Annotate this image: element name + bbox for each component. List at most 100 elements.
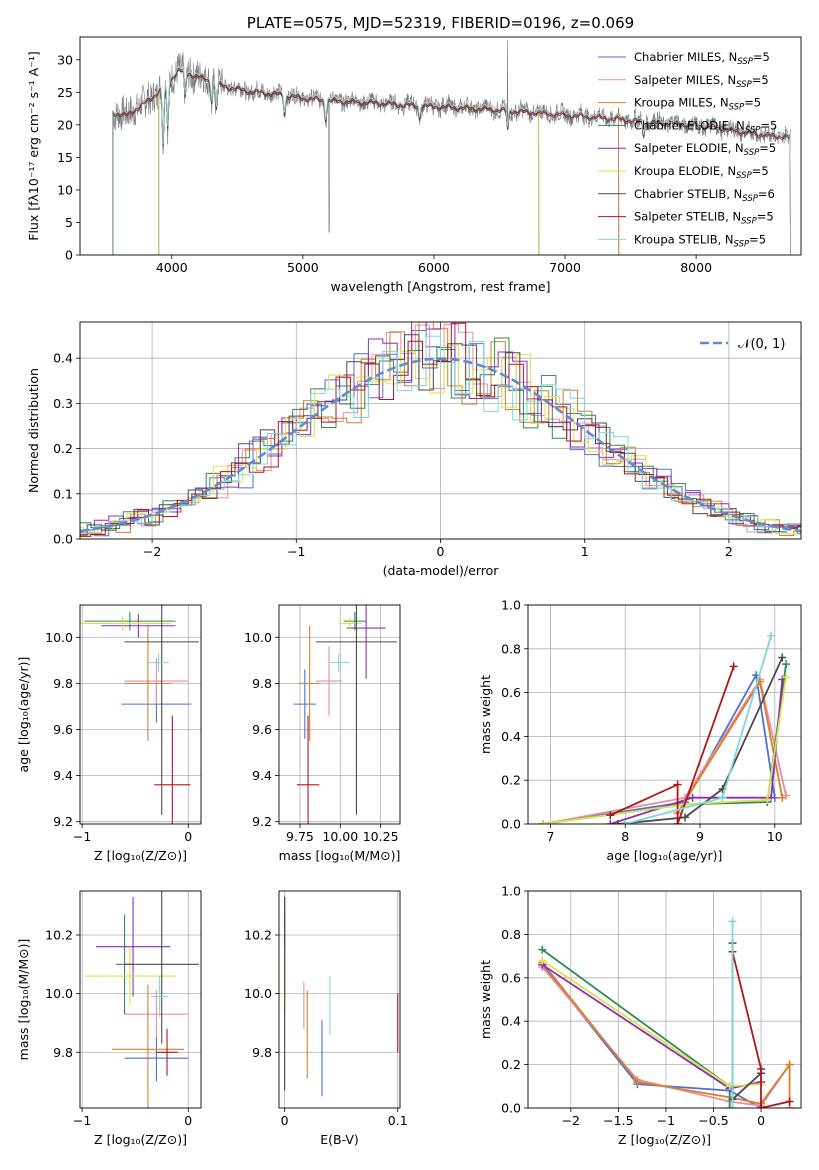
y-tick-label: 9.8 [53,676,73,691]
legend-entry-label: Salpeter STELIB, NSSP=5 [634,210,774,227]
z_weight-plot-area [538,917,794,1108]
y-tick-label: 0.8 [501,641,521,656]
kroupa-elodie-weight-line [541,959,762,1088]
x-tick-label: −1 [657,1113,675,1128]
salpeter-miles-weight-line [542,677,787,824]
x-tick-label: −1.5 [603,1113,633,1128]
legend-label-text: Salpeter MILES, N [634,73,736,87]
y-tick-label: 15 [57,150,73,165]
z_mass-plot-area [84,891,199,1108]
y-tick-label: 10.0 [244,630,272,645]
kroupa-miles-weight-marker [785,1060,794,1069]
y-tick-label: 25 [57,85,73,100]
z_mass-frame [79,890,202,1109]
y-tick-label: 9.4 [53,768,73,783]
y-axis-label: age [log₁₀(age/yr)] [16,657,31,773]
spectrum-panel: 4000 5000 6000 7000 8000 0 5 10 15 20 25 30 waveleng… [26,14,802,294]
kroupa-elodie-weight-marker [782,673,791,682]
legend-entry-label: Salpeter MILES, NSSP=5 [634,73,769,90]
x-tick-label: 0 [281,1113,289,1128]
z_age-frame [79,604,202,825]
legend-entry-label: Chabrier STELIB, NSSP=6 [634,187,775,204]
y-tick-label: 10.2 [45,927,73,942]
y-tick-label: 10.0 [45,986,73,1001]
chabrier-elodie-weight-marker [538,945,547,954]
x-tick-label: −2 [562,1113,580,1128]
x-tick-label: 10 [767,829,783,844]
kroupa-miles-weight-marker [633,1077,642,1086]
x-tick-label: 1 [581,544,589,559]
y-axis-label: mass weight [478,675,493,754]
x-axis-label: Z [log₁₀(Z/Z⊙)] [618,1132,711,1147]
y-tick-label: 0.8 [501,927,521,942]
legend-label-tail: =5 [757,210,774,224]
legend-label-subscript: SSP [736,171,752,181]
z_mass-panel: −1 0 9.8 10.0 10.2 Z [log₁₀(Z/Z⊙)] mass [log₁₀… [16,890,202,1147]
salpeter-stelib-weight-marker [673,780,682,789]
y-tick-label: 10 [57,182,73,197]
y-tick-label: 0.4 [53,351,73,366]
kroupa-elodie-weight-marker [538,956,547,965]
y-tick-label: 30 [57,52,73,67]
legend-entry-label: Kroupa ELODIE, NSSP=5 [634,164,769,181]
x-tick-label: −0.5 [698,1113,728,1128]
x-tick-label: 9 [696,829,704,844]
legend-entry-label: Chabrier MILES, NSSP=5 [634,50,770,67]
chabrier-stelib-weight-marker [778,653,787,662]
x-axis-label: wavelength [Angstrom, rest frame] [330,279,550,294]
residuals-panel: −2 −1 0 1 2 0.0 0.1 0.2 0.3 0.4 (data-model)/error… [26,321,802,578]
kroupa-stelib-model-line [112,66,791,255]
chabrier-stelib-weight-marker [613,820,622,824]
salpeter-stelib-weight-marker [673,820,682,824]
x-tick-label: 0 [757,1113,765,1128]
legend-label-text: Kroupa STELIB, N [634,232,734,246]
z_age-panel: −1 0 9.2 9.4 9.6 9.8 10.0 Z [log₁₀(Z/Z⊙)] age [l… [16,604,202,863]
y-tick-label: 9.2 [53,814,73,829]
legend-label-text: Chabrier MILES, N [634,50,737,64]
x-tick-label: 7 [546,829,554,844]
y-tick-label: 0.2 [501,773,521,788]
legend-label-subscript: SSP [742,194,758,204]
y-axis-label: Normed distribution [26,368,41,493]
kroupa-stelib-weight-marker [621,820,630,824]
salpeter-miles-model-line [112,67,620,255]
y-tick-label: 20 [57,117,73,132]
x-axis-label: E(B-V) [320,1132,359,1147]
legend-label-subscript: SSP [737,57,753,67]
legend-label-tail: =5 [759,141,776,155]
y-tick-label: 9.4 [252,768,272,783]
salpeter-elodie-weight-marker [688,793,697,802]
residuals-plot-area [80,322,801,537]
ebv_mass-panel: 0 0.1 9.8 10.0 10.2 E(B-V) [244,890,408,1147]
y-tick-label: 9.8 [53,1045,73,1060]
salpeter-stelib-weight-marker [785,1097,794,1106]
x-tick-label: −1 [73,1113,91,1128]
y-tick-label: 0 [65,248,73,263]
x-tick-label: 0 [184,1113,192,1128]
legend-label-subscript: SSP [745,125,761,135]
kroupa-elodie-weight-marker [763,795,772,804]
chart-title: PLATE=0575, MJD=52319, FIBERID=0196, z=0… [247,14,634,32]
y-tick-label: 0.6 [501,970,521,985]
x-tick-label: 2 [725,544,733,559]
legend-label-text: Chabrier ELODIE, N [634,118,745,132]
age_weight-plot-area [538,631,791,824]
x-axis-label: Z [log₁₀(Z/Z⊙)] [94,848,187,863]
x-tick-label: 7000 [549,260,581,275]
x-tick-label: 0.1 [388,1113,408,1128]
y-tick-label: 9.2 [252,814,272,829]
legend-entry-label: Chabrier ELODIE, NSSP=5 [634,118,777,135]
legend-label-text: Kroupa MILES, N [634,96,729,110]
observed-spectrum-line [113,40,791,233]
legend-entry-label: Kroupa STELIB, NSSP=5 [634,232,766,249]
salpeter-stelib-weight-marker [729,662,738,671]
x-axis-label: age [log₁₀(age/yr)] [607,848,723,863]
chabrier-stelib-weight-marker [681,813,690,822]
chabrier-stelib-model-line [112,69,791,255]
y-tick-label: 10.2 [244,927,272,942]
y-axis-label: Flux [fλ10⁻¹⁷ erg cm⁻² s⁻¹ A⁻¹] [26,51,41,240]
y-tick-label: 1.0 [501,598,521,613]
kroupa-stelib-weight-marker [767,631,776,640]
y-tick-label: 0.3 [53,396,73,411]
